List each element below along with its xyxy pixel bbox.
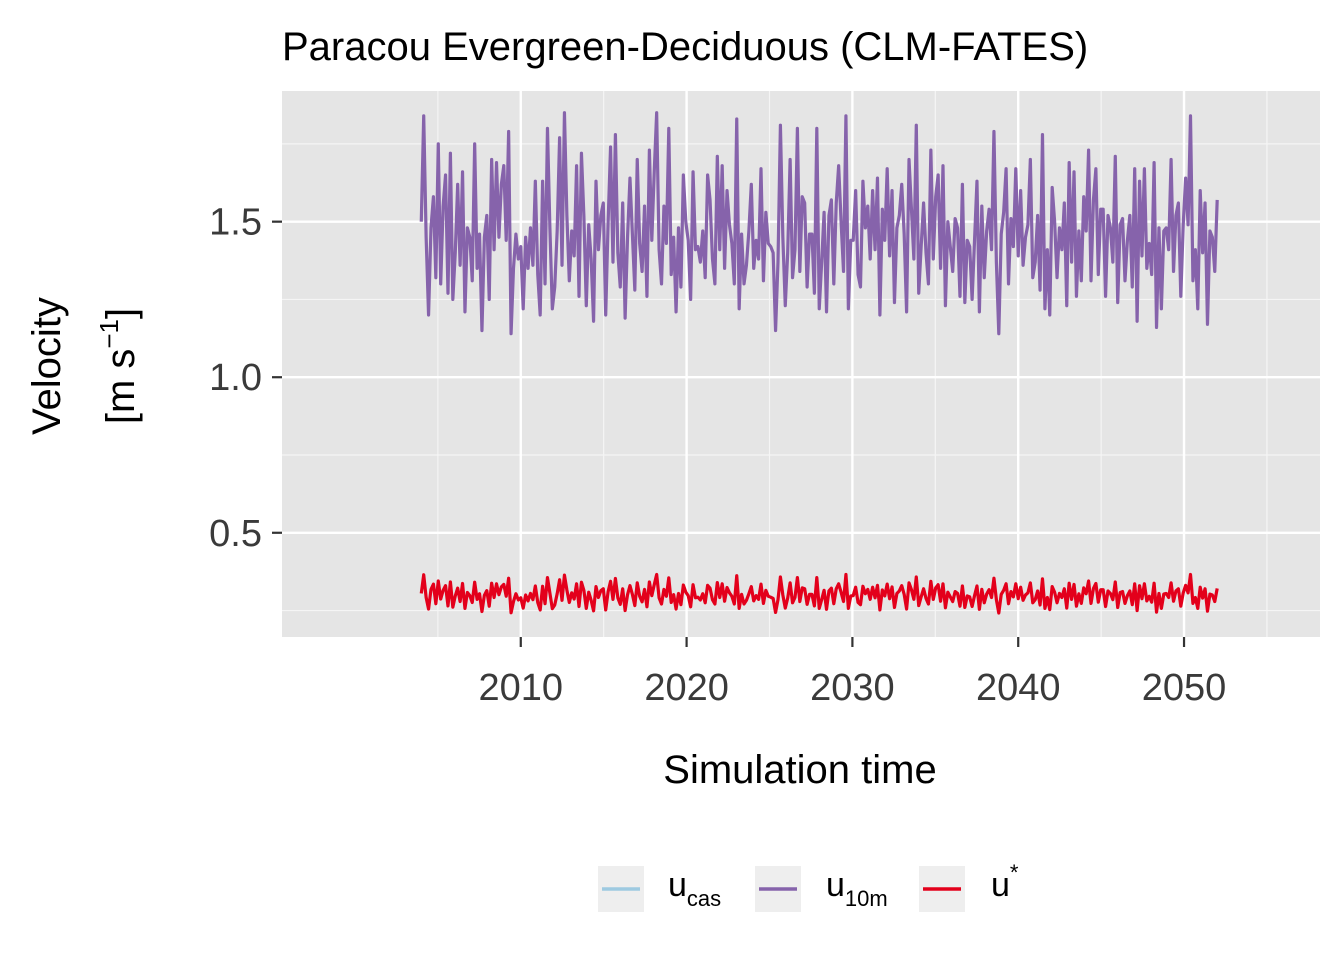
- y-axis-title-line1: Velocity: [25, 297, 69, 435]
- legend-label: u10m: [826, 866, 888, 911]
- legend-label-base: u: [826, 866, 845, 904]
- y-tick-label: 0.5: [209, 513, 262, 555]
- y-axis-title: Velocity [m s−1]: [25, 297, 143, 435]
- x-axis-title: Simulation time: [663, 748, 936, 792]
- series-line-2: [419, 111, 1219, 336]
- y-axis-title-line2: [m s−1]: [94, 308, 143, 424]
- x-axis: 2010 2020 2030 2040 2050: [478, 637, 1226, 709]
- y-tick-label: 1.5: [209, 202, 262, 244]
- legend-label: ucas: [668, 866, 721, 911]
- series-lines: [419, 111, 1219, 615]
- series-line-3: [419, 572, 1219, 615]
- chart-title: Paracou Evergreen-Deciduous (CLM-FATES): [282, 25, 1088, 69]
- legend-label-base: u: [668, 866, 687, 904]
- y-tick-label: 1.0: [209, 357, 262, 399]
- x-tick-label: 2020: [644, 667, 729, 709]
- legend-label-subscript: cas: [687, 886, 721, 911]
- y-axis-unit-close: ]: [99, 308, 143, 319]
- legend-label: u*: [991, 860, 1019, 904]
- y-axis: 0.5 1.0 1.5: [209, 202, 282, 555]
- y-axis-unit-text: [m s: [99, 349, 143, 425]
- legend-label-subscript: 10m: [845, 886, 888, 911]
- x-tick-label: 2040: [976, 667, 1061, 709]
- x-tick-label: 2010: [478, 667, 563, 709]
- legend-label-superscript: *: [1010, 860, 1019, 885]
- legend: ucas u10m u*: [598, 860, 1019, 912]
- y-axis-unit-exponent: −1: [94, 319, 124, 349]
- x-tick-label: 2030: [810, 667, 895, 709]
- minor-gridlines: [282, 91, 1320, 637]
- legend-label-base: u: [991, 866, 1010, 904]
- x-tick-label: 2050: [1142, 667, 1227, 709]
- plot-panel: [282, 91, 1320, 637]
